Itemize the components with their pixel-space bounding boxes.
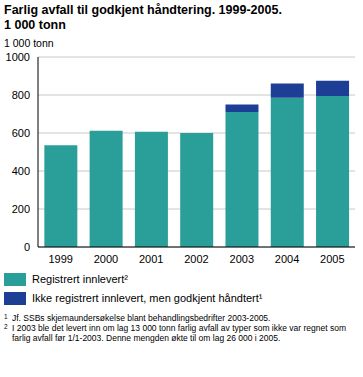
- svg-text:2004: 2004: [275, 253, 299, 265]
- svg-text:600: 600: [12, 127, 30, 139]
- html-text:I 2003 ble det levert inn om l: I 2003 ble det levert inn om lag 13 000 …: [12, 323, 346, 343]
- html-text:1: 1: [4, 313, 8, 320]
- html-text:1 000 tonn: 1 000 tonn: [4, 18, 66, 32]
- svg-text:800: 800: [12, 89, 30, 101]
- svg-text:2005: 2005: [320, 253, 344, 265]
- html-text:Jf. SSBs skjemaundersøkelse bl: Jf. SSBs skjemaundersøkelse blant behand…: [12, 313, 271, 323]
- svg-text:200: 200: [12, 203, 30, 215]
- svg-text:2001: 2001: [139, 253, 163, 265]
- svg-text:2002: 2002: [184, 253, 208, 265]
- svg-text:2003: 2003: [230, 253, 254, 265]
- html-text:Farlig avfall til godkjent hån: Farlig avfall til godkjent håndtering. 1…: [4, 3, 282, 17]
- svg-text:1999: 1999: [48, 253, 72, 265]
- svg-text:0: 0: [24, 241, 30, 253]
- html-text:Registrert innlevert²: Registrert innlevert²: [32, 273, 128, 285]
- html-text:2: 2: [4, 323, 8, 330]
- svg-text:1000: 1000: [8, 51, 30, 63]
- html-text:1 000 tonn: 1 000 tonn: [4, 37, 54, 49]
- html-text:Ikke registrert innlevert, men: Ikke registrert innlevert, men godkjent …: [32, 292, 263, 304]
- svg-text:400: 400: [12, 165, 30, 177]
- svg-text:2000: 2000: [94, 253, 118, 265]
